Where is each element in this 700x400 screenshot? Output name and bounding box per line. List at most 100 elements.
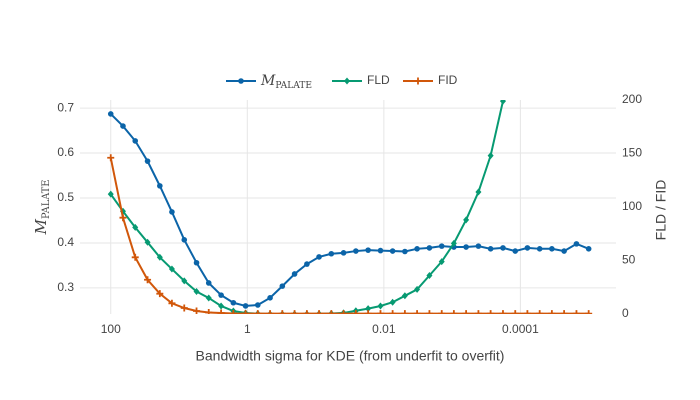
plot-area <box>107 100 593 314</box>
point <box>487 152 494 160</box>
point <box>217 309 225 314</box>
point <box>377 247 384 254</box>
point <box>328 250 335 257</box>
point <box>536 246 543 252</box>
point <box>511 310 519 314</box>
point <box>463 244 469 250</box>
point <box>425 310 433 314</box>
grid <box>80 100 616 314</box>
point <box>352 310 360 314</box>
point <box>426 245 433 251</box>
point <box>536 310 544 314</box>
point <box>304 261 310 267</box>
point <box>585 246 592 252</box>
point <box>438 258 445 266</box>
point <box>193 288 200 296</box>
point <box>205 294 212 302</box>
point <box>132 138 139 144</box>
point <box>512 248 519 254</box>
point <box>181 277 188 285</box>
legend-marker <box>344 77 350 85</box>
point <box>450 239 457 247</box>
point <box>585 310 593 314</box>
point <box>376 310 384 314</box>
point <box>218 292 224 298</box>
point <box>156 290 164 298</box>
point <box>157 183 163 189</box>
point <box>523 310 531 314</box>
legend-label: FID <box>438 73 458 87</box>
point <box>327 310 335 314</box>
point <box>230 299 237 306</box>
legend-marker <box>414 77 422 85</box>
point <box>438 243 445 249</box>
point <box>549 246 555 252</box>
point <box>500 245 506 251</box>
point <box>205 309 213 314</box>
point <box>107 154 115 162</box>
y-axis-title: MPALATE <box>32 180 52 236</box>
point <box>548 310 556 314</box>
point <box>389 248 396 254</box>
point <box>365 305 372 313</box>
point <box>402 248 408 255</box>
point <box>560 310 568 314</box>
y2-axis-title: FLD / FID <box>653 180 669 241</box>
point <box>291 271 298 277</box>
point <box>353 248 359 254</box>
point <box>291 310 299 314</box>
point <box>120 123 126 129</box>
legend-item: MPALATE <box>226 73 312 91</box>
point <box>561 248 567 254</box>
point <box>119 214 127 222</box>
series-line <box>109 100 504 314</box>
point <box>107 190 114 198</box>
point <box>340 250 347 256</box>
y-tick-label: 0.5 <box>57 190 74 204</box>
point <box>132 223 139 231</box>
y-tick-label: 0.6 <box>57 145 74 159</box>
point <box>315 310 323 314</box>
point <box>242 303 249 309</box>
y-tick-label: 0.3 <box>57 280 74 294</box>
series-line <box>110 113 590 307</box>
y2-tick-label: 150 <box>622 146 642 160</box>
point <box>474 310 482 314</box>
point <box>450 310 458 314</box>
point <box>279 283 286 289</box>
point <box>169 209 175 215</box>
point <box>389 298 396 306</box>
x-tick-label: 1 <box>244 322 251 336</box>
point <box>487 246 494 252</box>
legend-item: FID <box>403 73 458 87</box>
point <box>168 265 175 273</box>
point <box>414 246 420 252</box>
point <box>572 310 580 314</box>
point <box>377 302 384 310</box>
point <box>365 247 371 253</box>
point <box>156 253 163 261</box>
point <box>499 100 506 105</box>
x-tick-label: 0.0001 <box>502 322 539 336</box>
y-tick-label: 0.7 <box>57 100 74 114</box>
point <box>487 310 495 314</box>
point <box>426 271 433 279</box>
point <box>218 302 225 310</box>
point <box>131 253 139 261</box>
y2-tick-label: 0 <box>622 306 629 320</box>
point <box>303 310 311 314</box>
point <box>462 310 470 314</box>
point <box>168 299 176 307</box>
point <box>242 310 250 314</box>
point <box>413 310 421 314</box>
point <box>107 111 114 117</box>
point <box>475 188 482 196</box>
point <box>229 309 237 314</box>
legend-item: FLD <box>332 73 390 87</box>
point <box>389 310 397 314</box>
x-tick-label: 0.01 <box>372 322 396 336</box>
x-axis-title: Bandwidth sigma for KDE (from underfit t… <box>196 348 505 364</box>
point <box>364 310 372 314</box>
legend-marker <box>238 78 244 84</box>
point <box>414 285 421 293</box>
